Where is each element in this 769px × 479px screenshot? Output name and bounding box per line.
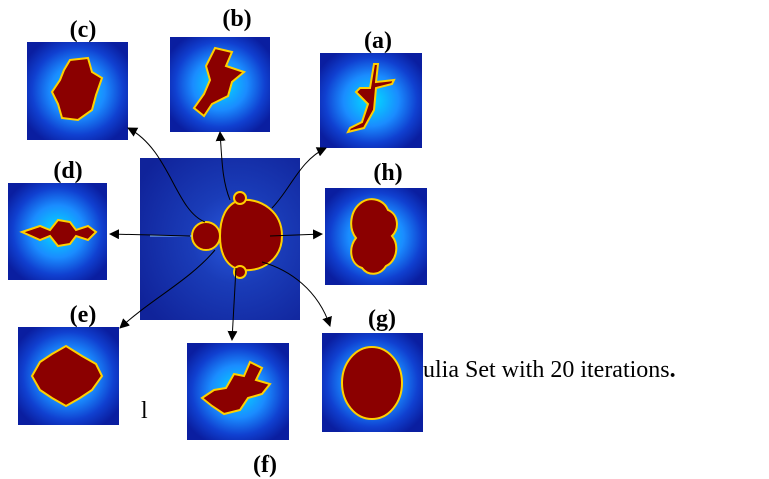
panel-label: (h) — [373, 160, 402, 186]
panel-label: (g) — [368, 306, 396, 332]
julia-panel — [8, 183, 107, 280]
julia-panel — [18, 327, 119, 425]
julia-panel — [325, 188, 427, 285]
figure: (a) (b) (c) (d) (e) (f) (g) (h) ulia Set… — [0, 0, 769, 479]
caption-fragment: l — [141, 398, 148, 424]
julia-panel — [320, 53, 422, 148]
panel-label: (a) — [364, 28, 392, 54]
julia-panel — [322, 333, 423, 432]
julia-panel — [27, 42, 128, 140]
caption-end: . — [670, 357, 676, 383]
panel-label: (f) — [253, 452, 277, 478]
panel-label: (b) — [222, 6, 251, 32]
julia-panel — [187, 343, 289, 440]
panel-label: (e) — [70, 302, 97, 328]
caption-text: ulia Set with 20 iterations — [423, 357, 670, 383]
panel-label: (d) — [53, 158, 82, 184]
julia-panel — [170, 37, 270, 132]
panel-label: (c) — [70, 17, 97, 43]
caption: ulia Set with 20 iterations. — [423, 357, 676, 383]
mandelbrot-panel — [140, 158, 300, 320]
